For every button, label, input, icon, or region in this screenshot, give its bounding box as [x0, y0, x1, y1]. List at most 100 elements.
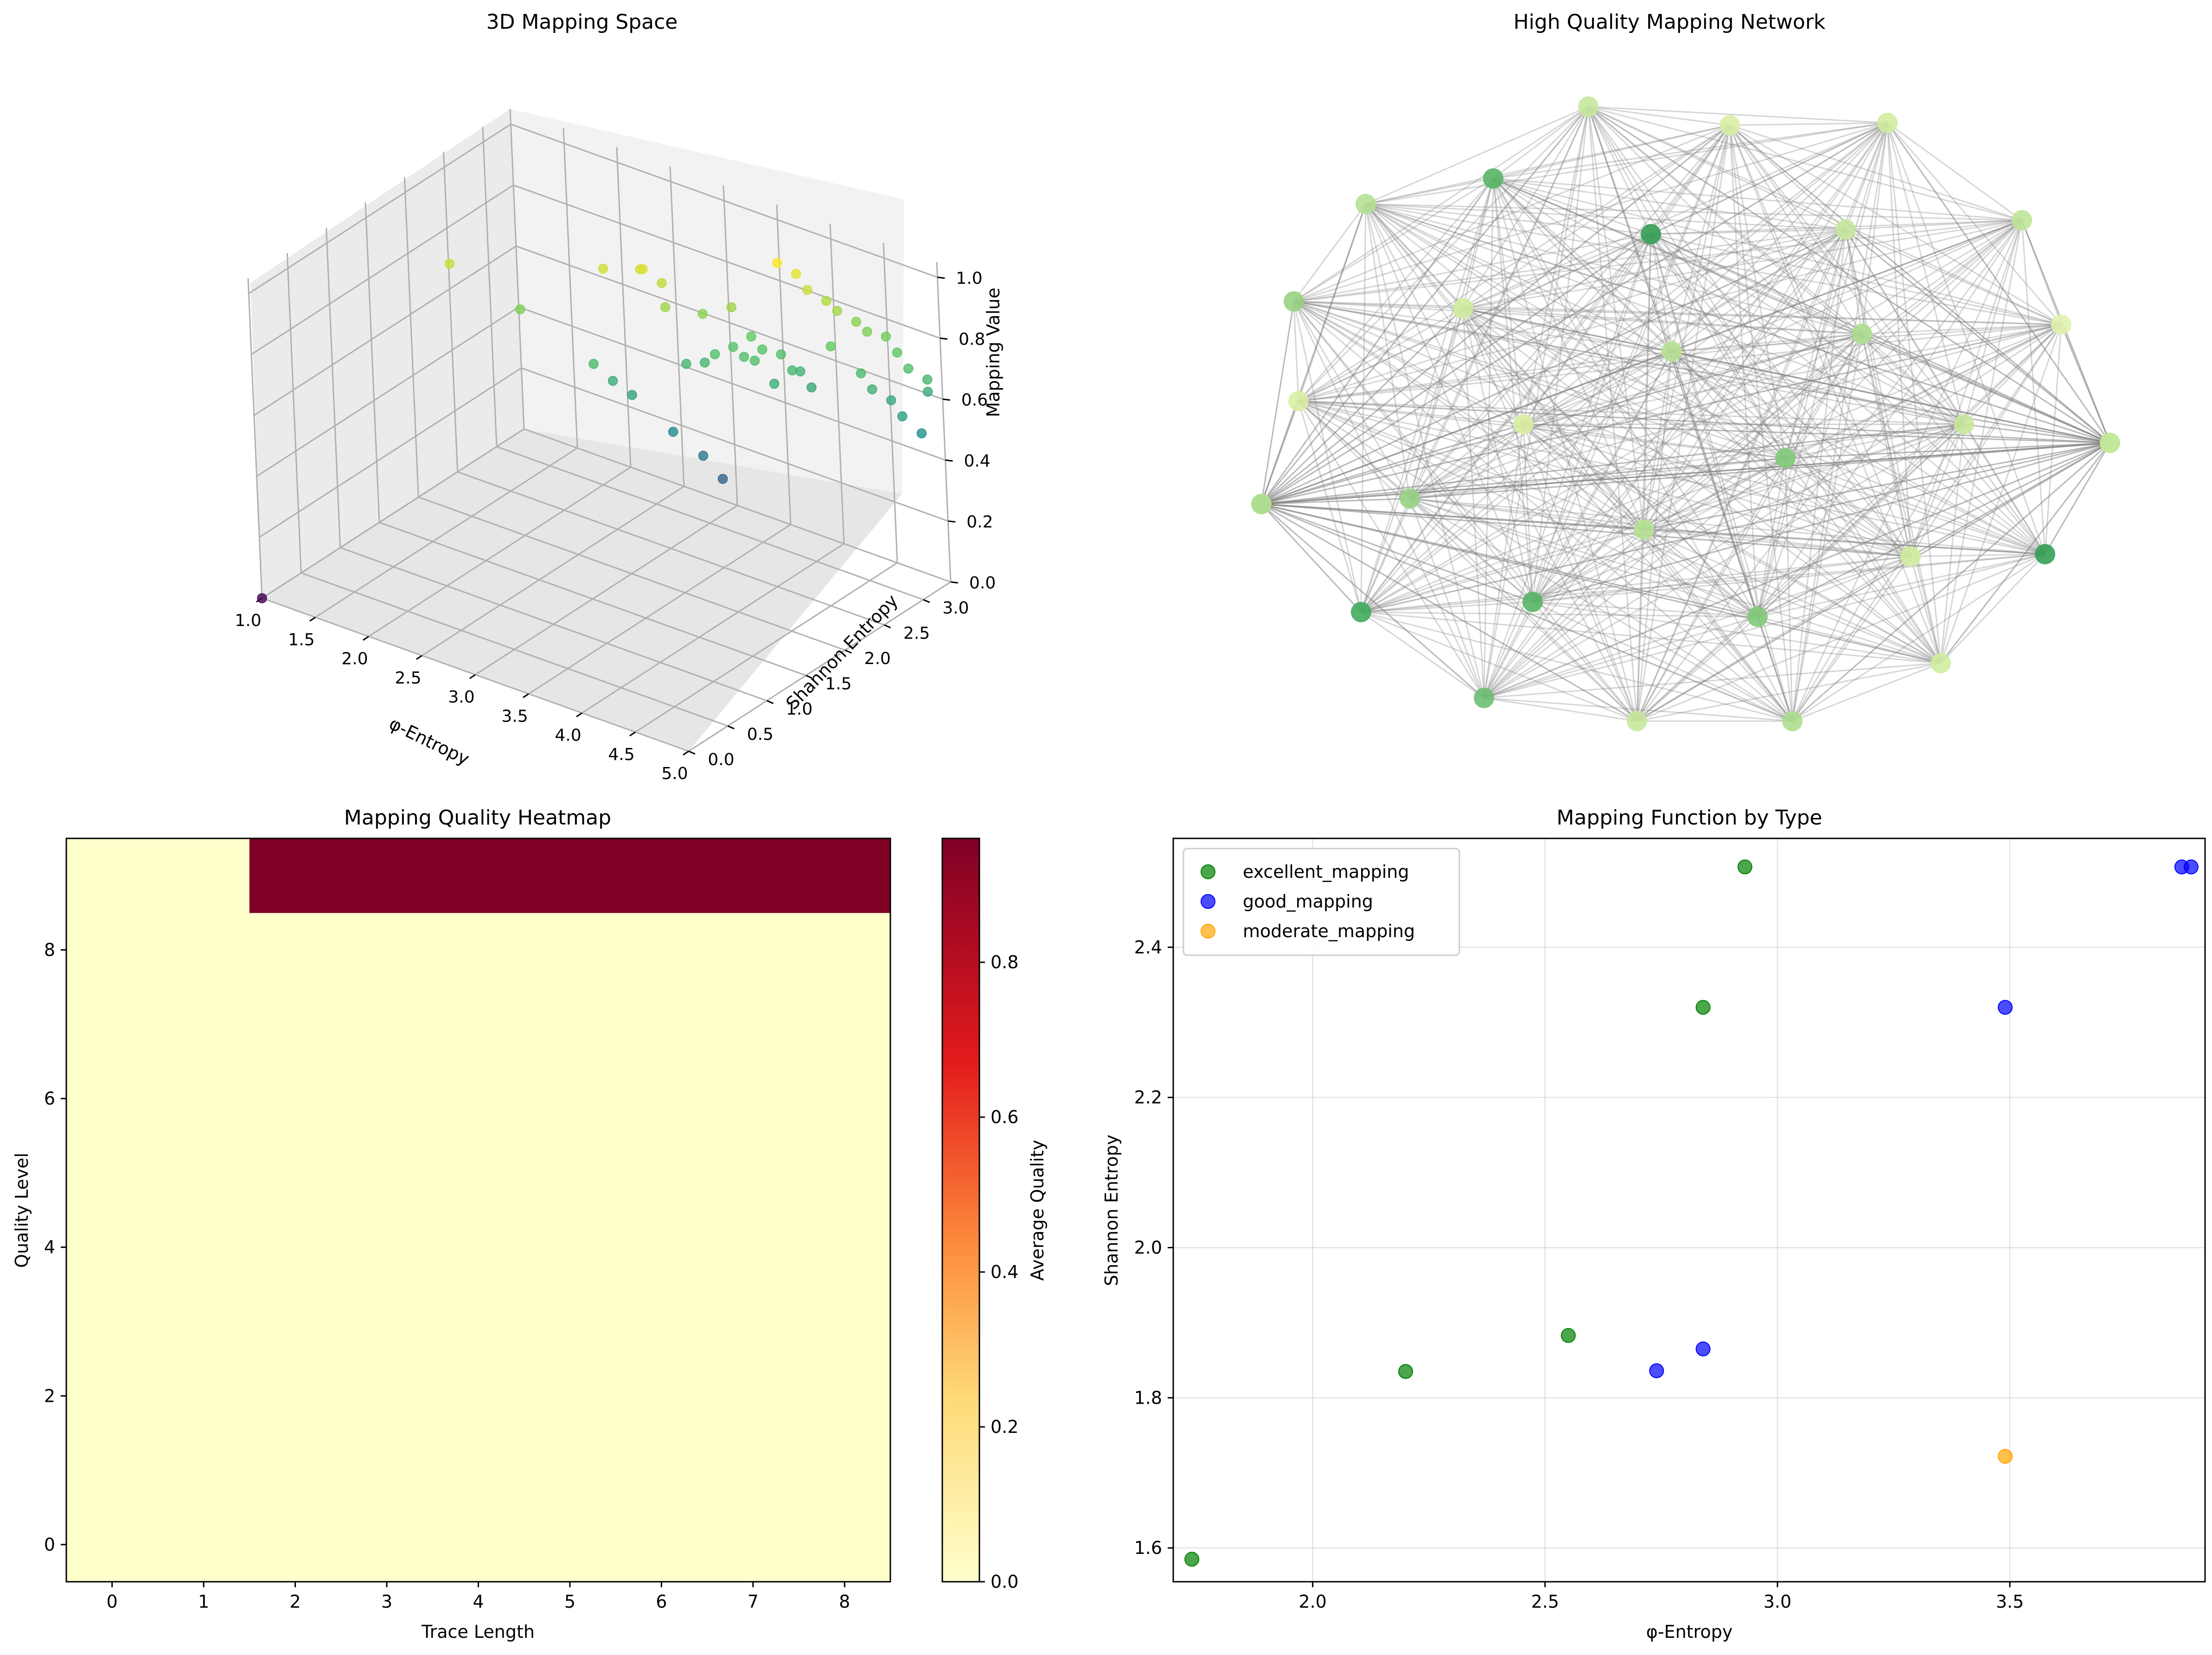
point-3d — [821, 296, 831, 306]
network-edge — [1729, 124, 2110, 444]
network-edge — [1483, 616, 1758, 699]
network-edge — [1361, 423, 1964, 613]
network-edge — [1522, 423, 1793, 722]
network-edge — [1409, 498, 1644, 530]
heatmap-cell — [66, 1284, 158, 1359]
y-tick-mark — [727, 725, 735, 729]
network-edge — [1910, 424, 1965, 557]
network-edge — [1791, 556, 1912, 722]
network-edge — [1493, 178, 2110, 444]
network-edge — [1360, 178, 1494, 613]
network-edge — [1483, 601, 1534, 698]
network-edge — [1886, 122, 2111, 443]
z-tick-label: 0.8 — [959, 330, 985, 349]
heatmap-xtick-label: 4 — [473, 1591, 484, 1612]
scatter-point — [1398, 1364, 1413, 1379]
network-edge — [1861, 333, 2110, 444]
network-edge — [1493, 178, 2046, 555]
network-edge — [1365, 204, 1411, 499]
network-edge — [1757, 458, 1786, 617]
network-edge — [1298, 400, 1758, 618]
network-edge — [1360, 106, 1589, 613]
x-tick-label: 1.5 — [288, 630, 314, 649]
network-edge — [1293, 301, 1485, 698]
network-edge — [1261, 457, 1786, 505]
network-edge — [1643, 529, 1758, 618]
heatmap-cell — [615, 1433, 708, 1508]
network-edge — [1409, 498, 1941, 664]
network-edge — [1293, 300, 1758, 618]
heatmap-cell — [799, 1136, 891, 1210]
network-edge — [1522, 106, 1589, 425]
ticks-3d: 1.0 1.5 2.0 2.5 3.0 3.5 4.0 4.5 5.0 0.0 0.5 1.0 1.5 2… — [235, 269, 996, 783]
network-edge — [1671, 351, 1793, 722]
network-edge — [1532, 442, 2110, 603]
network-edge — [1792, 442, 2110, 722]
network-edge — [1861, 324, 2062, 335]
network-edge — [1462, 308, 1524, 425]
x-tick-label: 4.0 — [555, 726, 581, 745]
network-edge — [1483, 697, 1637, 722]
grid-floor-y — [300, 572, 728, 727]
network-edge — [1643, 442, 2110, 530]
network-edge — [1493, 124, 1730, 179]
network-edge — [1409, 106, 1589, 499]
network-edge — [1861, 333, 1964, 425]
heatmap-cell — [249, 1136, 341, 1210]
heatmap-cell — [707, 1507, 799, 1582]
network-edge — [1463, 307, 2046, 555]
z-tick-label: 0.2 — [966, 513, 993, 532]
heatmap-cell — [524, 1136, 616, 1210]
network-edge — [1365, 203, 2110, 444]
point-3d — [776, 349, 786, 359]
network-edge — [1532, 125, 1731, 602]
grid-floor-x — [635, 562, 898, 733]
network-edge — [1791, 324, 2062, 722]
network-edge — [1636, 458, 1786, 722]
network-edge — [1886, 122, 2046, 555]
heatmap-cell — [799, 913, 891, 988]
network-node — [2035, 544, 2055, 564]
network-edge — [1361, 324, 2062, 613]
network-edge — [1365, 203, 1846, 230]
network-edge — [1729, 125, 1965, 425]
heatmap-cell — [432, 1359, 524, 1433]
network-edge — [1588, 106, 2022, 221]
point-3d — [922, 374, 933, 385]
network-edge — [1365, 122, 1888, 205]
network-edge — [1910, 324, 2062, 557]
network-edge — [1636, 324, 2062, 722]
network-edge — [1483, 234, 1652, 698]
network-edge — [1260, 503, 1362, 613]
network-edge — [1293, 229, 1846, 302]
network-edge — [1261, 503, 1793, 722]
network-edge — [1643, 122, 1888, 530]
point-3d — [832, 306, 843, 316]
legend-marker — [1201, 924, 1215, 939]
network-edge — [1293, 300, 1862, 335]
network-edge — [1361, 229, 1846, 613]
network-edge — [1650, 234, 1912, 557]
network-edge — [1861, 122, 1888, 334]
network-edge — [1963, 220, 2023, 425]
heatmap-xtick-label: 3 — [381, 1591, 392, 1612]
network-edge — [1643, 324, 2062, 530]
colorbar-ticks: 0.0 0.2 0.4 0.6 0.8 — [979, 952, 1018, 1592]
network-edge — [1861, 333, 1912, 557]
scatter-point — [1560, 1328, 1576, 1343]
network-edge — [1729, 125, 1758, 617]
network-edge — [1637, 556, 1911, 722]
network-edge — [1492, 178, 1793, 722]
chart1-zlabel: Mapping Value — [983, 288, 1004, 417]
heatmap-cell — [66, 1507, 158, 1582]
network-edge — [2044, 442, 2111, 555]
network-edge — [1261, 503, 1793, 722]
network-edge — [1636, 220, 2023, 722]
heatmap-cell — [341, 1433, 433, 1508]
network-edge — [1365, 203, 1941, 664]
network-edge — [1298, 324, 2062, 402]
network-edge — [1463, 307, 1941, 664]
point-3d — [867, 384, 877, 395]
point-3d — [749, 355, 760, 366]
network-edge — [1365, 203, 1672, 352]
